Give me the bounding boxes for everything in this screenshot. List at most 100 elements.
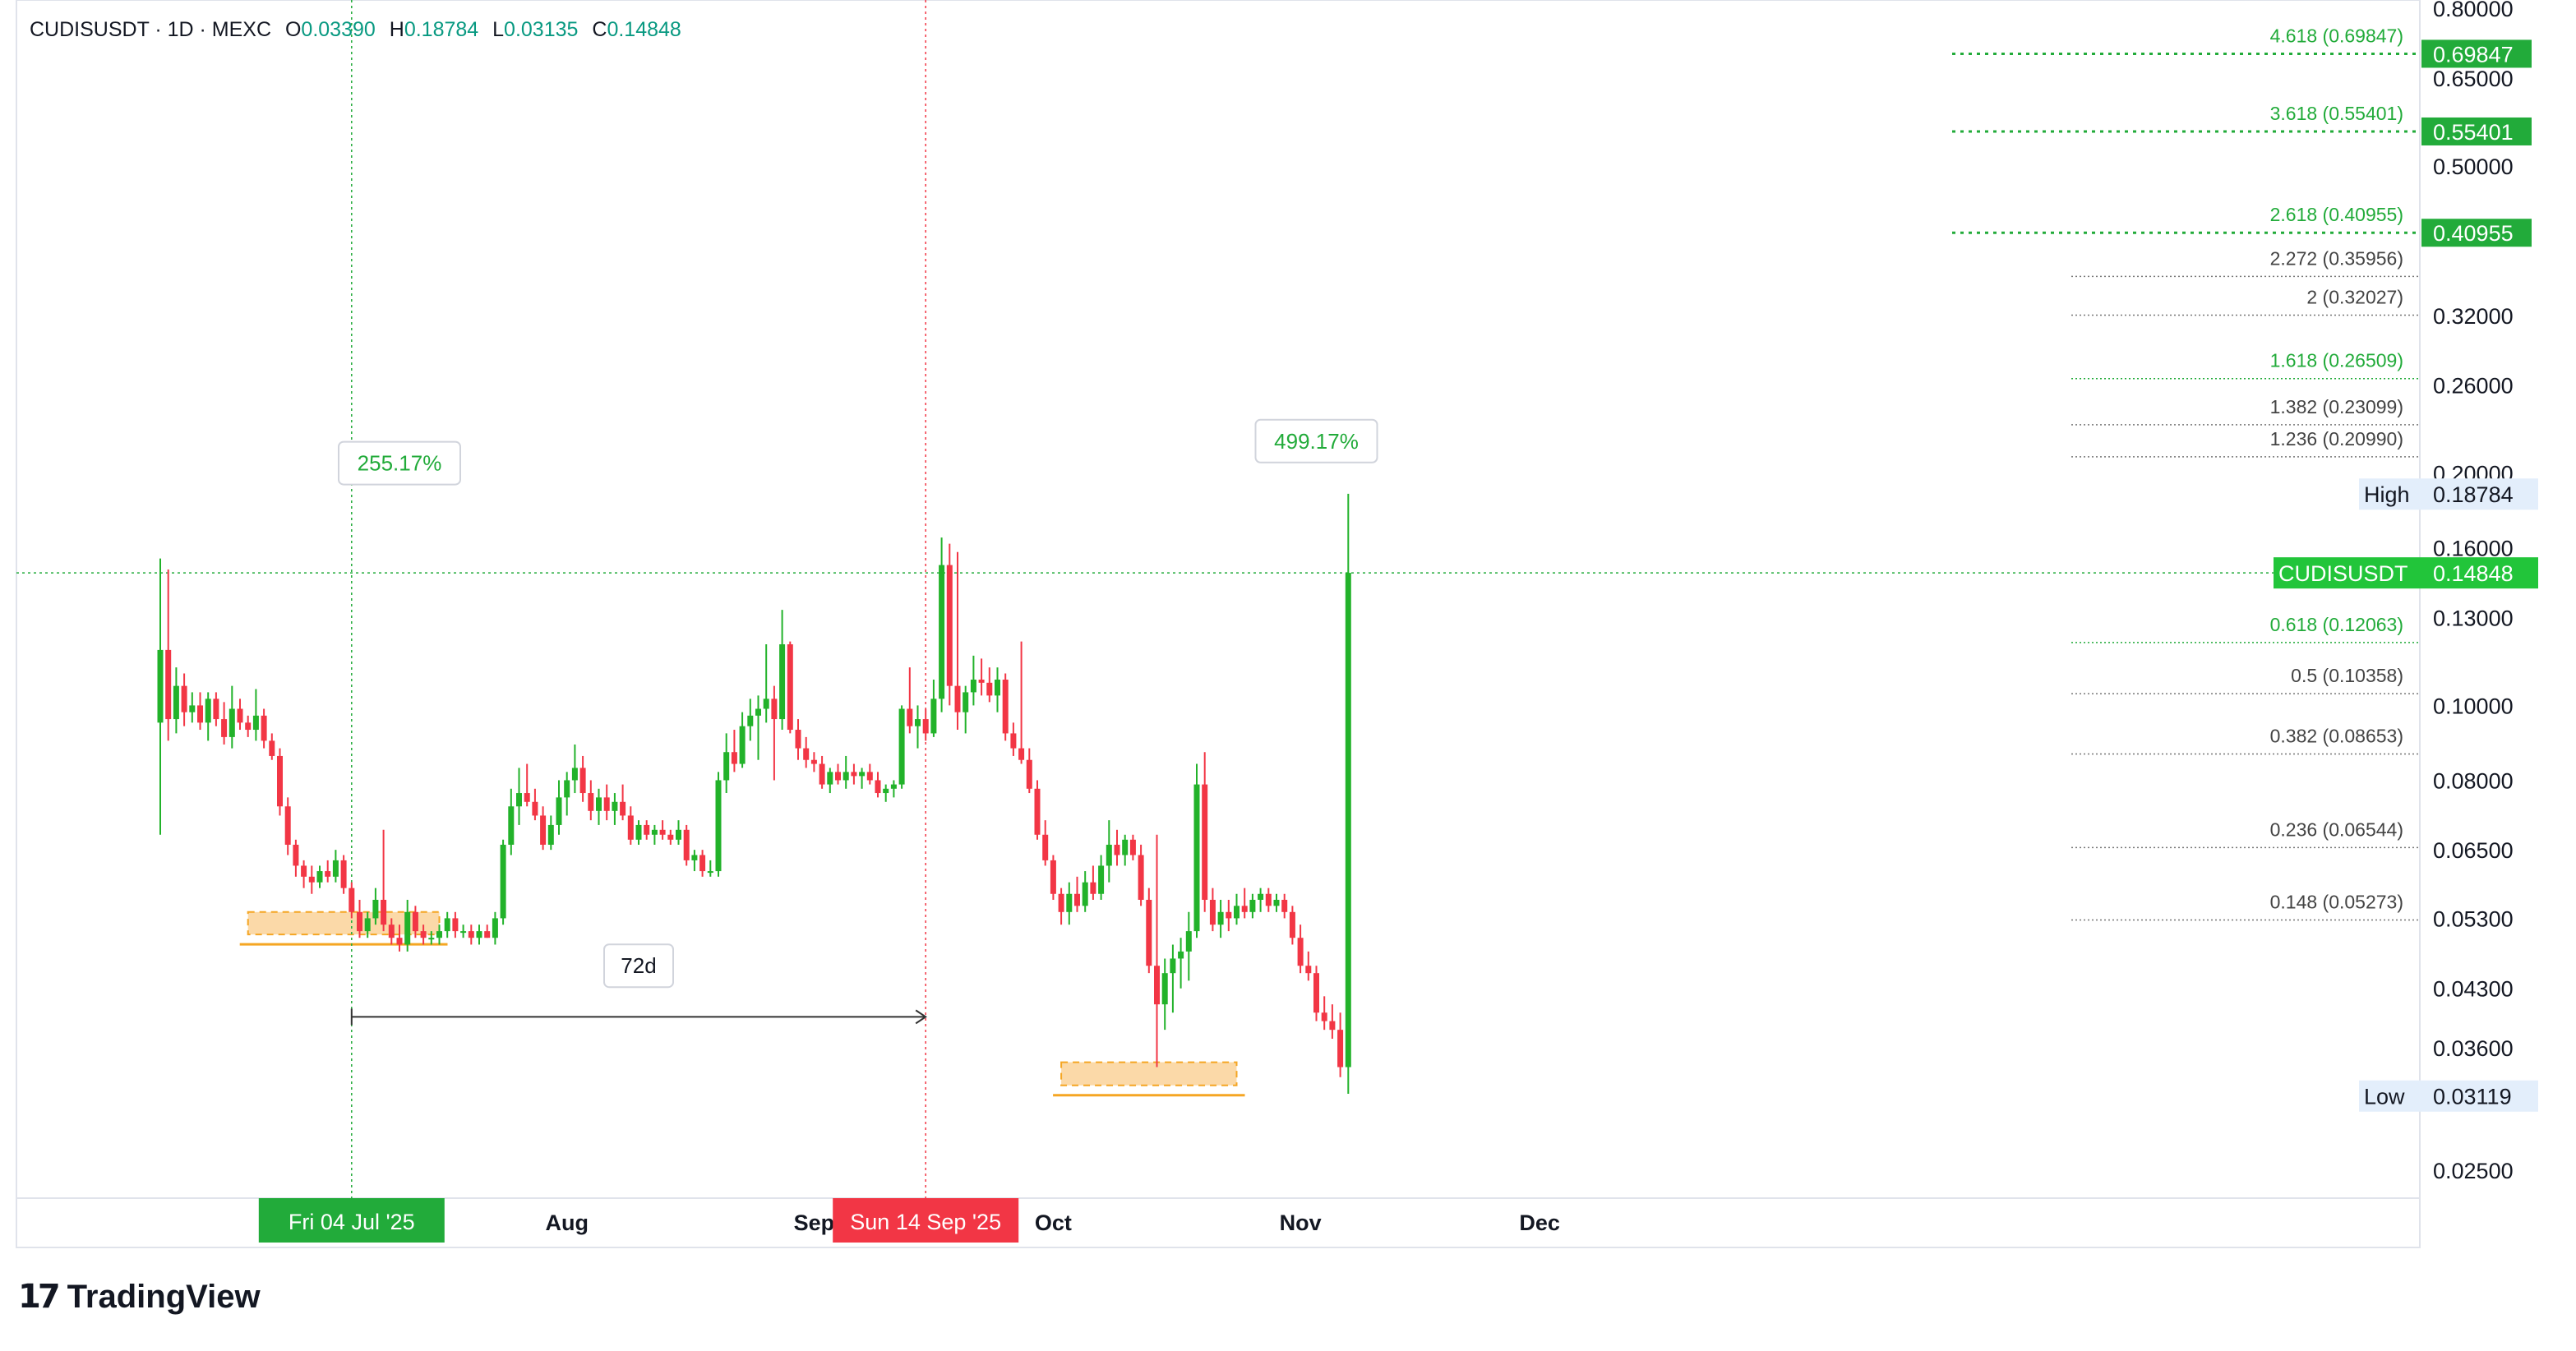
candle-down	[1058, 893, 1064, 912]
candle-up	[779, 644, 786, 720]
tradingview-wordmark: TradingView	[67, 1278, 261, 1315]
candle-up	[1273, 899, 1280, 906]
open-number: 0.03390	[301, 18, 376, 41]
last-price-value: 0.14848	[2433, 561, 2514, 586]
candle-down	[412, 911, 418, 932]
candle-up	[883, 788, 889, 794]
candle-down	[946, 565, 953, 686]
candle-up	[939, 565, 945, 699]
candle-up	[1106, 844, 1112, 866]
candle-down	[221, 719, 228, 737]
candle-up	[612, 801, 618, 811]
fib-level-label: 4.618 (0.69847)	[2270, 25, 2403, 46]
candle-down	[293, 844, 299, 866]
candle-down	[1305, 966, 1312, 974]
candle-down	[420, 931, 427, 938]
candle-down	[388, 924, 395, 938]
candle-down	[1337, 1030, 1344, 1067]
candle-down	[1226, 911, 1232, 919]
candle-down	[771, 699, 778, 720]
candle-down	[579, 768, 586, 794]
candle-down	[620, 801, 626, 816]
candle-up	[1178, 951, 1184, 959]
candle-up	[508, 806, 515, 845]
measure-arrowhead	[915, 1009, 928, 1025]
candle-up	[364, 918, 371, 932]
candle-down	[731, 752, 737, 764]
support-zone	[1060, 1061, 1238, 1086]
support-zone	[247, 911, 441, 936]
candle-up	[1082, 882, 1088, 906]
annotation-label: 72d	[621, 953, 656, 978]
candle-up	[189, 705, 196, 712]
candle-down	[819, 763, 825, 785]
fib-price-badge	[2421, 39, 2532, 68]
candle-down	[396, 938, 403, 945]
candle-down	[1281, 899, 1288, 912]
candle-down	[683, 829, 690, 860]
candle-down	[659, 829, 666, 835]
candle-down	[787, 644, 793, 731]
candle-up	[229, 708, 235, 737]
candle-down	[875, 780, 881, 794]
open-value: O0.03390	[285, 18, 376, 41]
candle-down	[954, 685, 961, 712]
date-badge	[833, 1198, 1019, 1243]
candle-down	[1241, 906, 1248, 912]
candle-up	[676, 829, 681, 840]
open-label: O	[284, 18, 302, 41]
candle-up	[739, 726, 746, 764]
candle-up	[827, 772, 833, 785]
fib-level-label: 1.236 (0.20990)	[2270, 428, 2403, 450]
candle-up	[404, 911, 411, 945]
candle-up	[1234, 906, 1240, 919]
price-tick-label: 0.08000	[2433, 768, 2514, 793]
price-tick-label: 0.32000	[2433, 304, 2514, 329]
candle-down	[1297, 938, 1304, 966]
fib-level-label: 0.148 (0.05273)	[2270, 892, 2403, 913]
candle-up	[444, 918, 450, 932]
candle-up	[436, 931, 442, 938]
candle-up	[1249, 899, 1256, 912]
candle-down	[213, 699, 219, 720]
candle-up	[428, 938, 435, 940]
candle-down	[835, 772, 841, 781]
last-price-badge	[2274, 557, 2538, 589]
candle-up	[859, 772, 866, 777]
price-tick-label: 0.05300	[2433, 906, 2514, 931]
high-price-value: 0.18784	[2433, 482, 2514, 507]
candle-down	[1090, 882, 1096, 894]
tradingview-brand[interactable]: 17 TradingView	[18, 1278, 261, 1316]
candle-up	[1258, 893, 1264, 900]
candle-up	[1345, 573, 1351, 1067]
candle-up	[460, 931, 467, 934]
symbol-line: CUDISUSDT · 1D · MEXC	[30, 18, 272, 41]
candle-up	[1193, 784, 1200, 932]
fib-level-label: 1.618 (0.26509)	[2270, 350, 2403, 371]
low-number: 0.03135	[504, 18, 579, 41]
candle-up	[930, 699, 937, 734]
candle-down	[1289, 911, 1295, 938]
candle-up	[492, 918, 498, 938]
candle-up	[635, 824, 642, 840]
time-tick-label: Oct	[1035, 1210, 1072, 1235]
candle-up	[500, 844, 506, 919]
candle-down	[1010, 733, 1017, 749]
candle-down	[1018, 748, 1025, 760]
candle-down	[540, 815, 547, 845]
candle-down	[181, 685, 187, 712]
candle-down	[907, 708, 913, 726]
candle-down	[1202, 784, 1208, 900]
candle-up	[547, 824, 554, 845]
candle-down	[1034, 788, 1041, 835]
date-badge	[258, 1198, 445, 1243]
low-value: L0.03135	[492, 18, 578, 41]
low-price-label: Low	[2364, 1085, 2405, 1109]
close-number: 0.14848	[607, 18, 681, 41]
candle-up	[763, 699, 769, 709]
candle-up	[252, 715, 259, 731]
candle-up	[1066, 893, 1073, 912]
candle-up	[372, 899, 379, 919]
candle-down	[810, 759, 817, 764]
